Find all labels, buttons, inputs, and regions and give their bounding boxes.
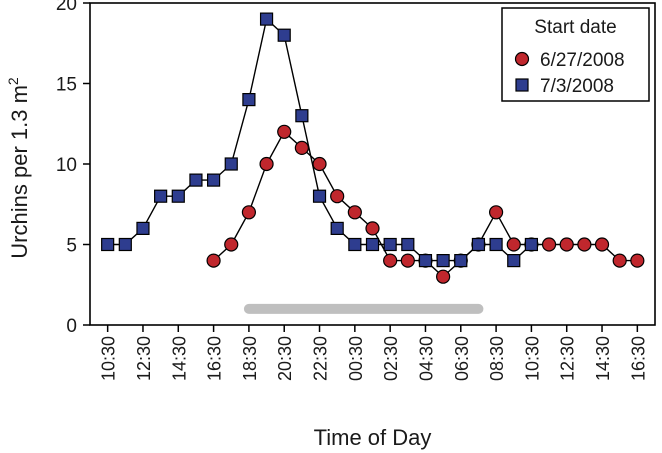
data-point [259, 156, 274, 172]
y-tick-label: 20 [56, 0, 77, 15]
data-point [154, 189, 168, 203]
data-point [524, 237, 539, 252]
data-point [436, 269, 451, 284]
x-tick-label: 22:30 [311, 336, 331, 381]
legend-marker [515, 78, 529, 92]
x-tick-label: 06:30 [452, 336, 472, 381]
data-point [171, 189, 185, 203]
data-point [136, 221, 150, 235]
legend-label: 7/3/2008 [540, 76, 614, 97]
y-axis-label-superscript: 2 [5, 77, 21, 85]
data-point [118, 237, 132, 252]
data-point [594, 237, 610, 252]
y-axis-label-text: Urchins per 1.3 m [7, 85, 32, 259]
legend-marker [514, 51, 530, 67]
data-point [259, 12, 274, 26]
data-point [101, 237, 115, 252]
y-axis-label: Urchins per 1.3 m2 [5, 77, 32, 259]
data-point [454, 254, 468, 268]
data-point [559, 237, 574, 252]
x-tick-label: 10:30 [99, 336, 119, 381]
x-tick-label: 10:30 [522, 336, 542, 381]
data-point [577, 237, 592, 252]
data-point [330, 221, 344, 235]
data-point [294, 140, 309, 155]
data-point [312, 189, 327, 203]
data-point [189, 173, 203, 187]
data-point [471, 237, 486, 252]
data-point [507, 254, 521, 268]
data-point [348, 237, 362, 252]
data-point [347, 205, 362, 220]
data-point [312, 156, 327, 172]
data-point [277, 124, 292, 139]
legend-label: 6/27/2008 [540, 50, 625, 71]
data-point [241, 205, 257, 220]
legend: Start date 6/27/2008 7/3/2008 [501, 7, 650, 102]
x-tick-label: 08:30 [487, 336, 507, 381]
data-point [365, 221, 380, 236]
data-point [206, 173, 221, 187]
x-tick-label: 18:30 [240, 336, 260, 381]
x-tick-label: 16:30 [205, 336, 225, 381]
legend-title: Start date [534, 17, 616, 38]
data-point [295, 109, 309, 123]
y-tick-label: 15 [56, 75, 77, 96]
data-point [488, 205, 504, 220]
y-tick-label: 0 [66, 316, 77, 337]
x-tick-label: 04:30 [416, 336, 436, 381]
data-point [612, 253, 627, 268]
data-point [630, 253, 645, 268]
series-layer [101, 12, 645, 284]
x-axis-label: Time of Day [314, 425, 432, 450]
y-tick-label: 10 [56, 155, 77, 176]
y-axis: 0 5 10 15 20 [56, 0, 90, 337]
data-point [541, 237, 557, 252]
data-point [489, 237, 503, 252]
x-tick-label: 12:30 [134, 336, 154, 381]
x-tick-label: 20:30 [275, 336, 295, 381]
x-tick-label: 12:30 [558, 336, 578, 381]
y-tick-label: 5 [66, 236, 77, 257]
series-line [107, 17, 532, 262]
data-point [224, 157, 238, 171]
data-point [400, 253, 415, 268]
data-point [383, 253, 398, 268]
data-point [242, 92, 256, 107]
data-point [365, 237, 380, 252]
x-axis: 10:30 12:30 14:30 16:30 18:30 20:30 22:30 00:30… [99, 325, 648, 381]
data-point [224, 237, 239, 252]
x-tick-label: 00:30 [346, 336, 366, 381]
data-point [401, 237, 415, 252]
x-tick-label: 14:30 [593, 336, 613, 381]
data-point [418, 254, 433, 268]
data-point [206, 253, 221, 268]
data-point [330, 189, 345, 204]
data-point [383, 237, 397, 252]
series-square [101, 12, 539, 268]
x-tick-label: 02:30 [381, 336, 401, 381]
data-point [436, 254, 450, 268]
data-point [506, 237, 521, 252]
data-point [277, 28, 291, 42]
x-tick-label: 14:30 [169, 336, 189, 381]
x-tick-label: 16:30 [628, 336, 648, 381]
